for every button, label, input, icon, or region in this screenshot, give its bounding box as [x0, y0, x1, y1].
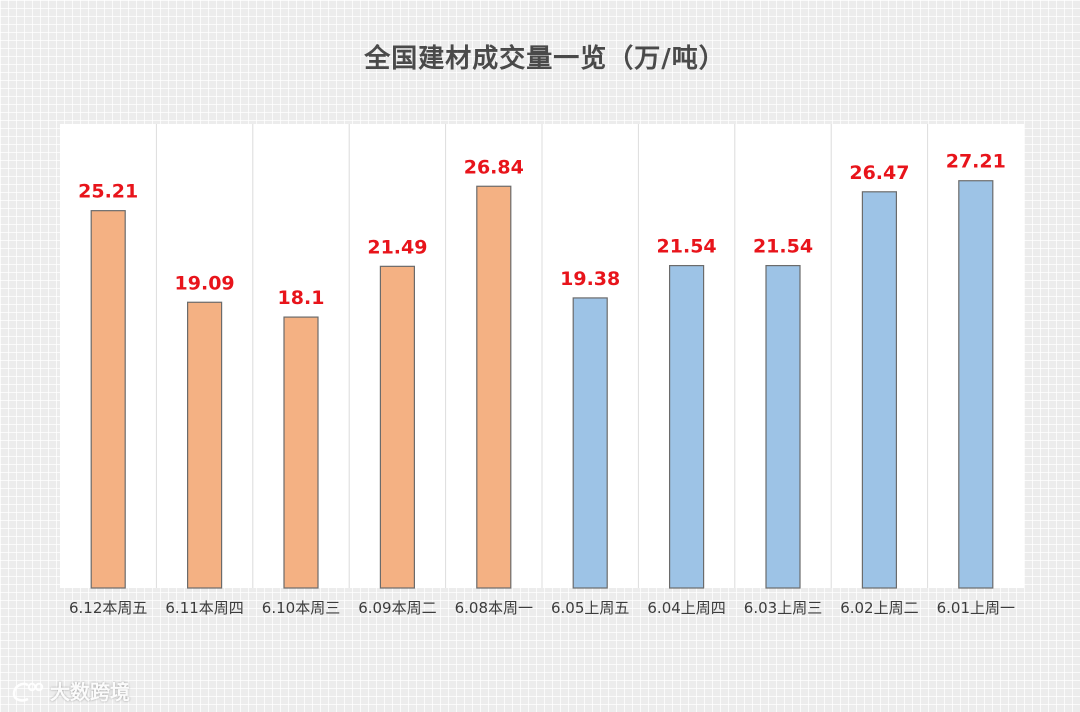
category-separators	[155, 124, 929, 588]
x-tick-label: 6.08本周一	[455, 599, 533, 617]
x-tick-label: 6.02上周二	[840, 599, 918, 617]
bar-6.09本周二	[379, 265, 415, 589]
bar-6.12本周五	[90, 210, 126, 589]
value-labels: 25.21 19.09 18.1 21.49 26.84 19.38 21.54 21.54 2…	[78, 151, 1006, 309]
x-tick-label: 6.05上周五	[551, 599, 629, 617]
x-tick-label: 6.03上周三	[744, 599, 822, 617]
bar-6.03上周三	[765, 264, 801, 589]
bar-6.04上周四	[668, 264, 705, 589]
bar-6.01上周一	[958, 180, 994, 589]
bar-6.10本周三	[283, 316, 319, 589]
value-label: 21.54	[657, 236, 717, 258]
x-tick-label: 6.11本周四	[165, 599, 243, 617]
x-axis-tick-labels: 6.12本周五 6.11本周四 6.10本周三 6.09本周二 6.08本周一 6.05上…	[69, 599, 1015, 617]
weibo-style-logo-icon	[12, 682, 44, 702]
value-label: 21.49	[367, 236, 427, 258]
x-tick-label: 6.01上周一	[937, 599, 1015, 617]
x-tick-label: 6.12本周五	[69, 599, 147, 617]
value-label: 18.1	[278, 287, 325, 309]
value-label: 21.54	[753, 236, 813, 258]
watermark: 大数跨境	[10, 676, 130, 705]
value-label: 26.47	[849, 162, 909, 184]
watermark-text: 大数跨境	[50, 680, 130, 704]
value-label: 25.21	[78, 181, 138, 203]
value-label: 26.84	[464, 156, 524, 178]
value-label: 19.38	[560, 268, 620, 290]
chart-title: 全国建材成交量一览（万/吨）	[364, 44, 726, 74]
bar-6.11本周四	[187, 301, 223, 589]
bar-series	[90, 180, 994, 589]
x-tick-label: 6.04上周四	[647, 599, 725, 617]
value-label: 19.09	[175, 272, 235, 294]
x-tick-label: 6.09本周二	[358, 599, 436, 617]
bar-6.05上周五	[572, 297, 608, 589]
x-tick-label: 6.10本周三	[262, 599, 340, 617]
value-label: 27.21	[946, 151, 1006, 173]
bar-6.08本周一	[476, 185, 512, 589]
bar-6.02上周二	[861, 191, 898, 589]
